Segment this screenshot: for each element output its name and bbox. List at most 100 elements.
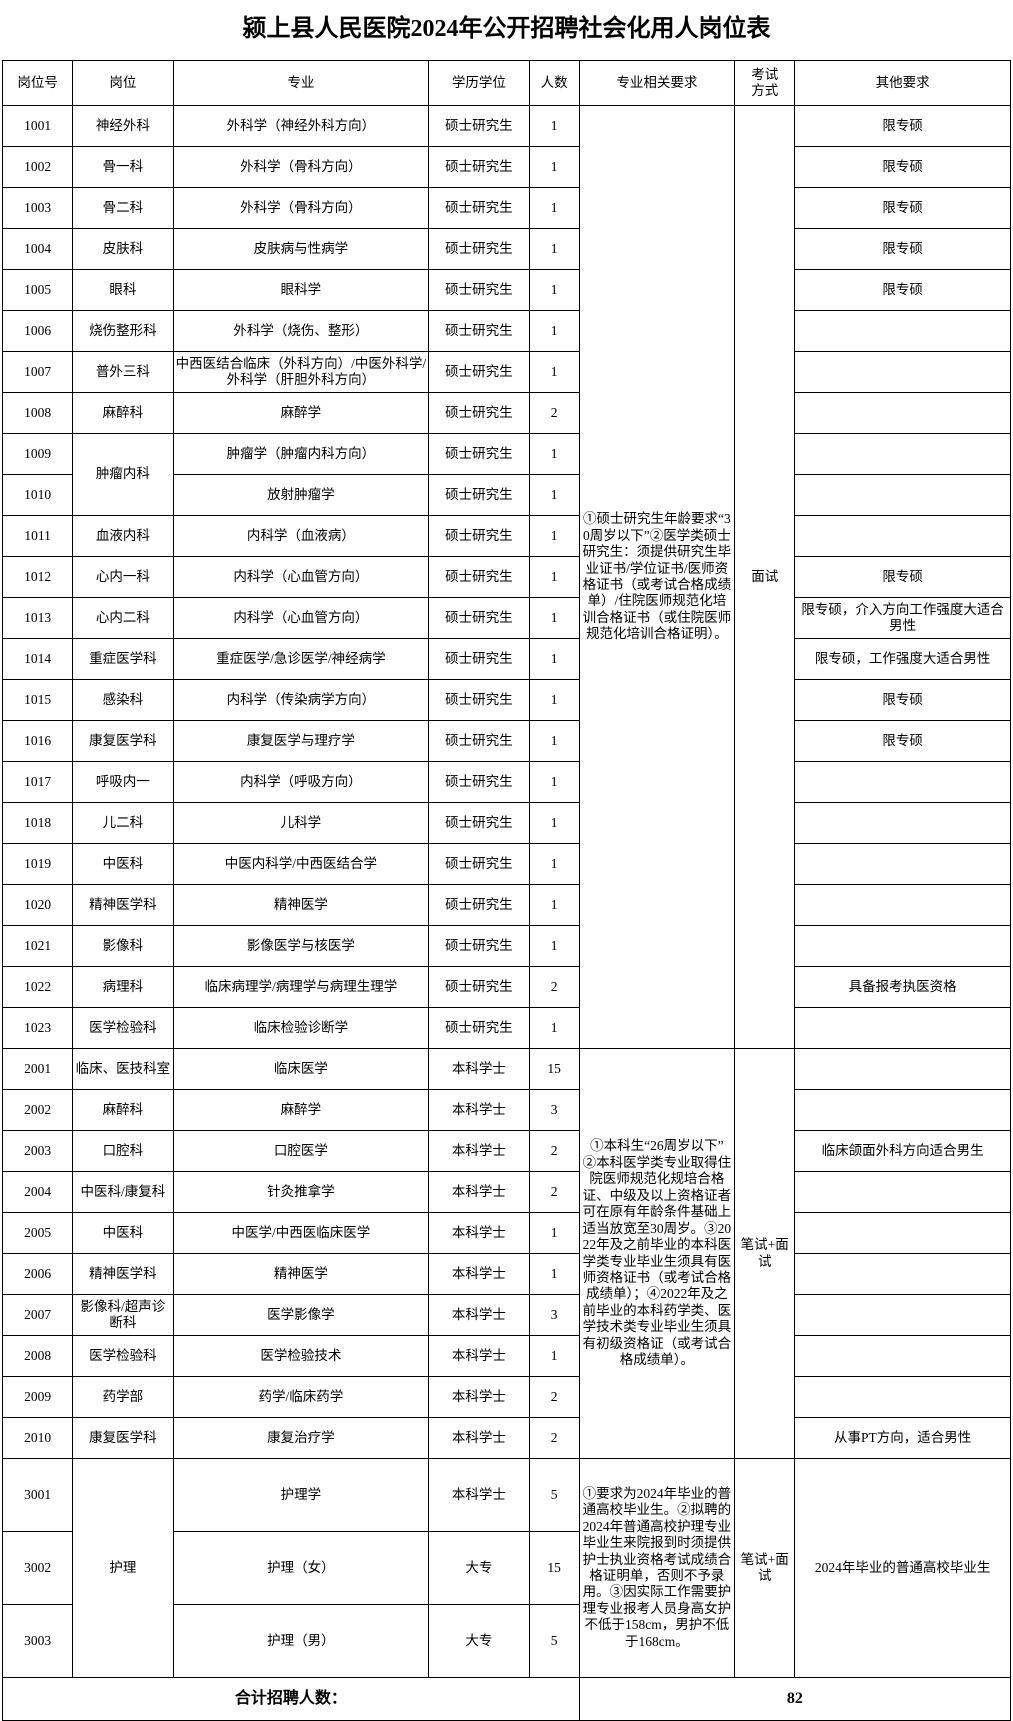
cell-degree: 本科学士	[428, 1294, 530, 1336]
cell-other-requirements	[794, 515, 1011, 557]
cell-degree: 硕士研究生	[428, 187, 530, 229]
cell-degree: 硕士研究生	[428, 351, 530, 393]
cell-job-id: 2004	[1, 1171, 74, 1213]
table-row: 2001 临床、医技科室 临床医学 本科学士 15 ①本科生“26周岁以下” ②本科医学类…	[1, 1048, 1011, 1459]
table-row: 1012 心内一科 内科学（心血管方向） 硕士研究生 1 限专硕	[1, 556, 1011, 598]
cell-degree: 硕士研究生	[428, 310, 530, 352]
cell-requirements: ①硕士研究生年龄要求“30周岁以下”②医学类硕士研究生：须提供研究生毕业证书/学…	[578, 105, 736, 1049]
cell-degree: 硕士研究生	[428, 597, 530, 639]
table-row: 3002 护理（女） 大专 15	[1, 1531, 1011, 1605]
cell-count: 1	[528, 925, 580, 967]
cell-other-requirements	[794, 1007, 1011, 1049]
cell-degree: 硕士研究生	[428, 1007, 530, 1049]
cell-count: 1	[528, 187, 580, 229]
cell-job-id: 1014	[1, 638, 74, 680]
cell-count: 1	[528, 720, 580, 762]
cell-job-id: 2008	[1, 1335, 74, 1377]
cell-other-requirements: 具备报考执医资格	[794, 966, 1011, 1008]
cell-other-requirements	[794, 1048, 1011, 1090]
cell-degree: 硕士研究生	[428, 392, 530, 434]
cell-count: 5	[528, 1604, 580, 1678]
table-row: 3001 护理 护理学 本科学士 5 ①要求为2024年毕业的普通高校毕业生。②拟聘的20…	[1, 1458, 1011, 1678]
cell-job-id: 2005	[1, 1212, 74, 1254]
cell-other-requirements	[794, 310, 1011, 352]
header-requirements: 专业相关要求	[578, 60, 736, 106]
cell-post: 眼科	[72, 269, 174, 311]
cell-degree: 硕士研究生	[428, 638, 530, 680]
cell-count: 1	[528, 474, 580, 516]
cell-job-id: 1022	[1, 966, 74, 1008]
cell-count: 3	[528, 1294, 580, 1336]
header-major: 专业	[172, 60, 430, 106]
cell-other-requirements	[794, 884, 1011, 926]
cell-other-requirements	[794, 1212, 1011, 1254]
cell-degree: 本科学士	[428, 1171, 530, 1213]
cell-other-requirements	[794, 802, 1011, 844]
cell-count: 1	[528, 884, 580, 926]
cell-job-id: 1004	[1, 228, 74, 270]
cell-job-id: 1006	[1, 310, 74, 352]
cell-post: 普外三科	[72, 351, 174, 393]
cell-count: 2	[528, 392, 580, 434]
page-title: 颍上县人民医院2024年公开招聘社会化用人岗位表	[242, 16, 771, 42]
cell-post: 康复医学科	[72, 720, 174, 762]
cell-major: 眼科学	[172, 269, 430, 311]
cell-job-id: 1021	[1, 925, 74, 967]
cell-count: 1	[528, 310, 580, 352]
cell-major: 外科学（神经外科方向）	[172, 105, 430, 147]
cell-job-id: 1017	[1, 761, 74, 803]
table-row: 3003 护理（男） 大专 5	[1, 1604, 1011, 1678]
cell-post: 口腔科	[72, 1130, 174, 1172]
cell-job-id: 3002	[1, 1531, 74, 1605]
cell-major: 内科学（心血管方向）	[172, 597, 430, 639]
table-row: 1021 影像科 影像医学与核医学 硕士研究生 1	[1, 925, 1011, 967]
cell-job-id: 2010	[1, 1417, 74, 1459]
table-row: 2004 中医科/康复科 针灸推拿学 本科学士 2	[1, 1171, 1011, 1213]
table-row: 1006 烧伤整形科 外科学（烧伤、整形） 硕士研究生 1	[1, 310, 1011, 352]
table-row: 1010 放射肿瘤学 硕士研究生 1	[1, 474, 1011, 516]
cell-major: 外科学（烧伤、整形）	[172, 310, 430, 352]
cell-job-id: 1010	[1, 474, 74, 516]
cell-post: 精神医学科	[72, 884, 174, 926]
table-row: 1001 神经外科 外科学（神经外科方向） 硕士研究生 1 ①硕士研究生年龄要求“30周岁…	[1, 105, 1011, 1049]
cell-degree: 硕士研究生	[428, 433, 530, 475]
cell-other-requirements: 限专硕	[794, 228, 1011, 270]
cell-job-id: 2001	[1, 1048, 74, 1090]
header-count: 人数	[528, 60, 580, 106]
cell-post: 临床、医技科室	[72, 1048, 174, 1090]
cell-count: 2	[528, 1130, 580, 1172]
cell-other-requirements	[794, 1335, 1011, 1377]
header-post: 岗位	[72, 60, 174, 106]
cell-other-requirements	[794, 392, 1011, 434]
cell-degree: 大专	[428, 1604, 530, 1678]
cell-count: 1	[528, 597, 580, 639]
cell-post: 儿二科	[72, 802, 174, 844]
cell-degree: 本科学士	[428, 1458, 530, 1532]
cell-count: 1	[528, 1253, 580, 1295]
cell-count: 1	[528, 556, 580, 598]
table-body: 1001 神经外科 外科学（神经外科方向） 硕士研究生 1 ①硕士研究生年龄要求“30周岁…	[1, 105, 1012, 1721]
cell-major: 口腔医学	[172, 1130, 430, 1172]
table-row: 2003 口腔科 口腔医学 本科学士 2 临床颌面外科方向适合男生	[1, 1130, 1011, 1172]
cell-degree: 硕士研究生	[428, 105, 530, 147]
cell-other-requirements: 限专硕	[794, 679, 1011, 721]
cell-major: 临床医学	[172, 1048, 430, 1090]
table-row: 2010 康复医学科 康复治疗学 本科学士 2 从事PT方向，适合男性	[1, 1417, 1011, 1459]
cell-count: 1	[528, 679, 580, 721]
cell-job-id: 2003	[1, 1130, 74, 1172]
table-row: 1008 麻醉科 麻醉学 硕士研究生 2	[1, 392, 1011, 434]
cell-major: 外科学（骨科方向）	[172, 146, 430, 188]
header-exam-line1: 考试	[751, 66, 779, 82]
cell-other-requirements	[794, 1171, 1011, 1213]
cell-major: 中西医结合临床（外科方向）/中医外科学/外科学（肝胆外科方向）	[172, 351, 430, 393]
cell-count: 1	[528, 433, 580, 475]
cell-major: 影像医学与核医学	[172, 925, 430, 967]
cell-major: 中医学/中西医临床医学	[172, 1212, 430, 1254]
cell-count: 1	[528, 228, 580, 270]
cell-degree: 硕士研究生	[428, 884, 530, 926]
cell-degree: 硕士研究生	[428, 679, 530, 721]
cell-count: 2	[528, 1171, 580, 1213]
cell-post: 药学部	[72, 1376, 174, 1418]
cell-degree: 硕士研究生	[428, 515, 530, 557]
cell-other-requirements: 限专硕	[794, 269, 1011, 311]
